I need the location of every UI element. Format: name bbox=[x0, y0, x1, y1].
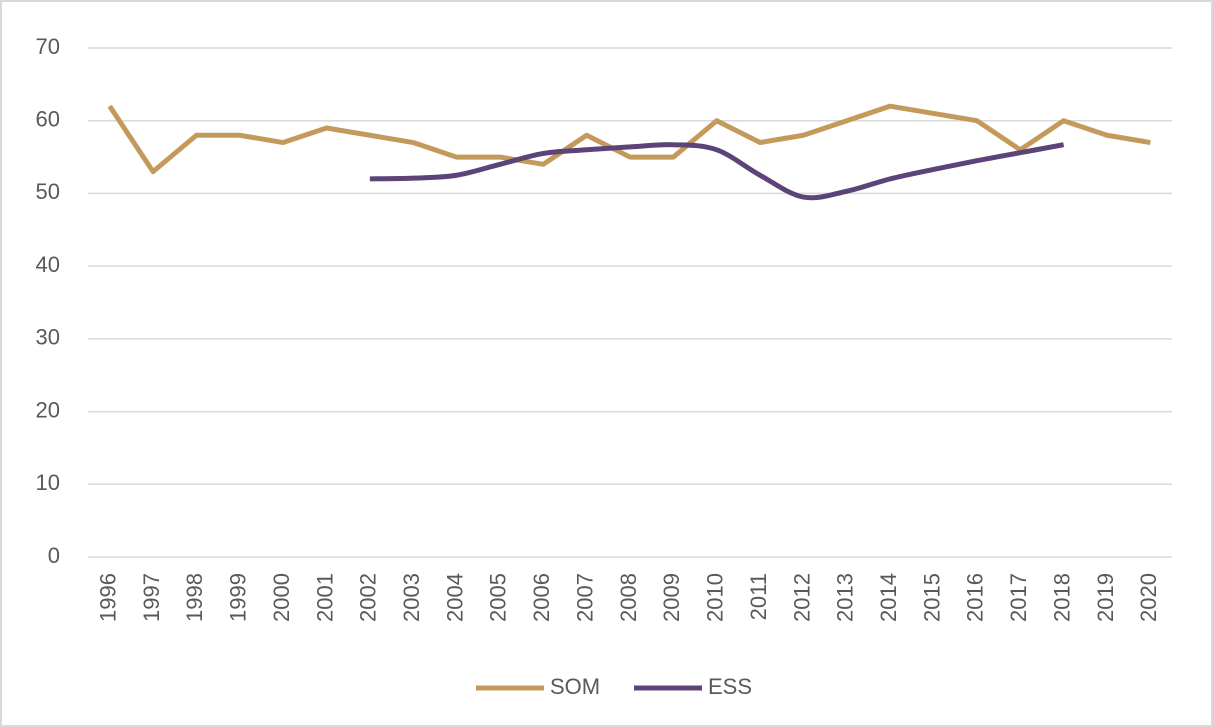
legend-label: SOM bbox=[550, 674, 600, 699]
y-tick-label: 10 bbox=[36, 470, 60, 495]
x-tick-label: 2018 bbox=[1049, 573, 1074, 622]
y-tick-label: 30 bbox=[36, 325, 60, 350]
y-tick-label: 20 bbox=[36, 397, 60, 422]
x-tick-label: 2003 bbox=[399, 573, 424, 622]
x-tick-label: 2005 bbox=[486, 573, 511, 622]
x-tick-label: 1996 bbox=[95, 573, 120, 622]
x-tick-label: 2009 bbox=[659, 573, 684, 622]
x-tick-label: 2008 bbox=[616, 573, 641, 622]
x-tick-label: 2017 bbox=[1006, 573, 1031, 622]
series-line bbox=[107, 103, 1151, 175]
y-tick-label: 70 bbox=[36, 34, 60, 59]
x-tick-label: 2010 bbox=[703, 573, 728, 622]
y-tick-label: 50 bbox=[36, 179, 60, 204]
x-tick-label: 2011 bbox=[746, 573, 771, 620]
x-tick-label: 2012 bbox=[789, 573, 814, 622]
x-tick-label: 2002 bbox=[356, 573, 381, 622]
x-tick-label: 2001 bbox=[312, 573, 337, 622]
x-tick-label: 2020 bbox=[1136, 573, 1161, 622]
x-tick-label: 2013 bbox=[833, 573, 858, 622]
x-tick-label: 2004 bbox=[442, 573, 467, 622]
series-line bbox=[369, 142, 1065, 201]
y-tick-label: 60 bbox=[36, 107, 60, 132]
x-tick-label: 2019 bbox=[1093, 573, 1118, 622]
x-tick-label: 2000 bbox=[269, 573, 294, 622]
x-tick-label: 2015 bbox=[919, 573, 944, 622]
x-tick-label: 1999 bbox=[226, 573, 251, 622]
y-tick-label: 0 bbox=[48, 543, 60, 568]
legend-label: ESS bbox=[708, 674, 752, 699]
y-tick-label: 40 bbox=[36, 252, 60, 277]
x-tick-label: 1998 bbox=[182, 573, 207, 622]
x-tick-label: 2006 bbox=[529, 573, 554, 622]
x-tick-label: 1997 bbox=[139, 573, 164, 622]
x-tick-label: 2014 bbox=[876, 573, 901, 622]
x-tick-label: 2007 bbox=[572, 573, 597, 622]
x-tick-label: 2016 bbox=[963, 573, 988, 622]
